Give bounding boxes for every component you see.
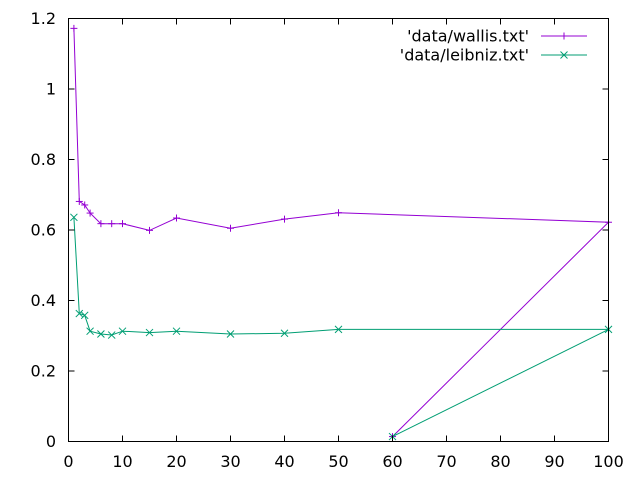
x-tick-label: 20 [166,452,186,471]
series-1-point [146,226,153,234]
x-tick-label: 30 [220,452,240,471]
series-2-point-d2 [86,327,94,336]
series-1-point [281,215,288,223]
x-tick-label: 50 [328,452,348,471]
series-2-point-d2 [172,327,181,336]
x-tick-label: 90 [544,452,564,471]
series-2-point [80,311,89,320]
legend: 'data/wallis.txt''data/leibniz.txt' [400,27,587,65]
series-2-point-d2 [118,327,127,336]
y-tick-label: 0.8 [31,150,56,169]
series-1-point [108,220,116,228]
y-tick-label: 0.4 [31,291,56,310]
series-2-point [280,329,289,338]
series-1-point [86,209,94,217]
legend-label: 'data/leibniz.txt' [400,46,529,65]
series-2-point [75,309,84,318]
series-2-point [145,328,154,337]
series-2-point-d2 [280,329,289,338]
series-1-point [70,24,78,32]
series-2-point-d2 [145,328,154,337]
series-2-point [97,330,105,338]
series-2-point [86,327,94,336]
series-2-point-d2 [226,330,235,338]
series-2-point-d2 [70,213,78,222]
series-1-point [97,220,105,228]
series-1-point [75,197,83,205]
y-tick-label: 0.6 [31,221,56,240]
x-tick-label: 100 [593,452,624,471]
x-tick-label: 60 [382,452,402,471]
legend-label: 'data/wallis.txt' [407,27,529,46]
series-2-point-d2 [97,330,105,338]
series-2-point [334,325,343,334]
series-2-point-d2 [107,331,116,339]
series-2-point-d2 [334,325,343,334]
series-1-point [81,201,89,209]
series-line-2 [73,217,609,438]
series-line-1 [73,28,610,437]
series-2-point-d2 [80,311,89,320]
y-tick-label: 0 [46,432,56,451]
y-tick-label: 1 [46,80,56,99]
series-1-point [173,214,180,222]
y-tick-label: 1.2 [31,9,56,28]
series-2-point [118,327,127,336]
series-2-point-d2 [75,309,84,318]
x-tick-label: 0 [63,452,73,471]
y-tick-label: 0.2 [31,362,56,381]
series-2-point [107,331,116,339]
series-1-point [335,209,342,217]
legend-marker [560,32,568,40]
series-2-point [226,330,235,338]
x-tick-label: 40 [274,452,294,471]
x-tick-label: 10 [112,452,132,471]
series-2-point [70,213,78,222]
x-tick-label: 80 [490,452,510,471]
x-tick-label: 70 [436,452,456,471]
series-layer [70,24,613,441]
series-2-point [172,327,181,336]
series-1-point [227,224,234,232]
series-1-point [119,220,126,228]
legend-marker-d2 [560,51,568,59]
axis-ticks: 0 10 20 30 40 50 60 70 80 90 100 0 0.2 0.4 0.6 0.8 1 1.2 [31,9,624,471]
legend-marker [560,51,568,59]
